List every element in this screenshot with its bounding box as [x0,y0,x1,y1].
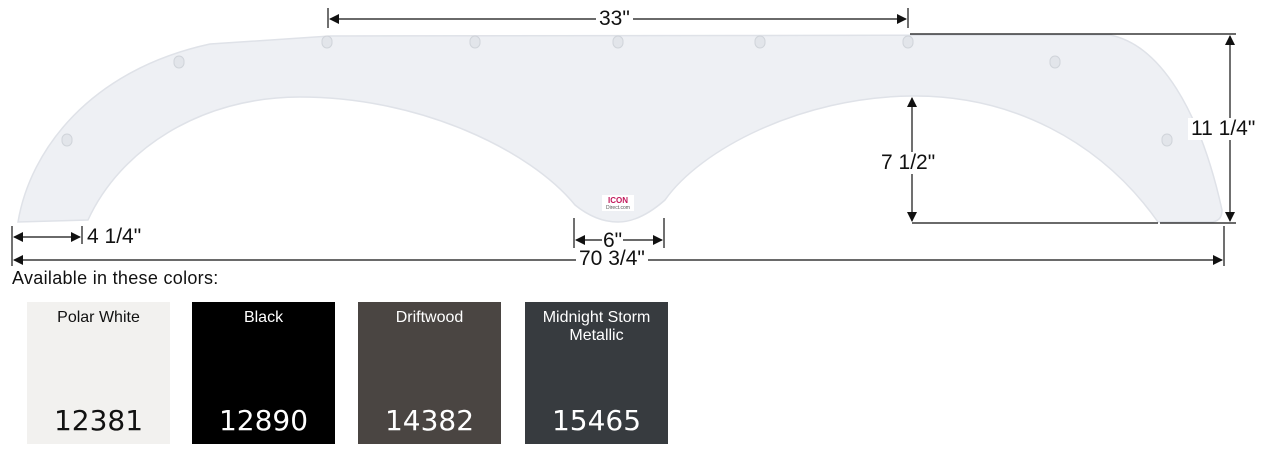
swatch-black: Black 12890 [192,302,335,444]
fender-shape [17,34,1223,223]
center-width-label: 6" [602,229,624,252]
svg-text:ICON: ICON [608,196,628,205]
end-width-label: 4 1/4" [84,226,145,248]
icon-direct-logo: ICON Direct.com [602,195,634,211]
arch-height-label: 7 1/2" [878,152,939,174]
swatch-code: 15465 [551,404,642,437]
swatch-name: Polar White [57,309,140,326]
height-label: 11 1/4" [1188,118,1259,140]
swatch-driftwood: Driftwood 14382 [358,302,501,444]
top-length-label: 33" [596,8,633,30]
swatch-code: 14382 [384,404,475,437]
swatch-name: Driftwood [395,309,464,326]
swatch-name: Midnight Storm Metallic [542,309,651,344]
swatch-midnight-storm-metallic: Midnight Storm Metallic 15465 [525,302,668,444]
swatch-code: 12381 [53,404,144,437]
total-length-label: 70 3/4" [576,248,648,270]
colors-heading: Available in these colors: [12,268,219,288]
swatch-polar-white: Polar White 12381 [27,302,170,444]
svg-text:Direct.com: Direct.com [606,205,630,211]
swatch-name: Black [243,309,284,326]
swatch-code: 12890 [218,404,309,437]
mounting-tabs [61,35,1173,147]
